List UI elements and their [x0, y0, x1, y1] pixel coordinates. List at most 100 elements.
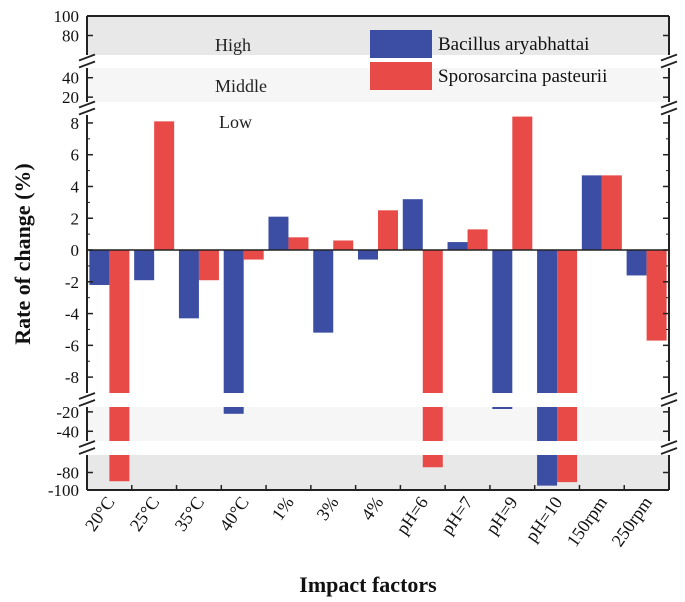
axis-break-mark [78, 392, 96, 400]
bar-sporosarcina-8 [467, 229, 488, 251]
y-tick-label: -100 [48, 481, 79, 500]
axis-break-mark [660, 447, 678, 455]
y-tick-label: -20 [56, 403, 79, 422]
axis-break-mark [78, 100, 96, 109]
y-tick-label: 6 [71, 146, 80, 165]
y-tick-label: 100 [54, 7, 80, 26]
bar-sporosarcina-7-part-main [422, 250, 443, 393]
bar-sporosarcina-7-part-0 [422, 455, 443, 468]
bar-bacillus-3-part-main [223, 250, 244, 393]
y-tick-label: -8 [65, 368, 79, 387]
legend-item-bacillus: Bacillus aryabhattai [370, 30, 589, 58]
y-tick-label: -4 [65, 305, 80, 324]
axis-break-mark [660, 100, 678, 109]
band-neg-4 [87, 455, 669, 490]
x-tick-label: 40°C [215, 493, 253, 535]
y-tick-label: 20 [62, 88, 79, 107]
axis-break-gap [77, 441, 679, 455]
axis-break-mark [660, 399, 678, 407]
y-axis-title: Rate of change (%) [10, 163, 35, 344]
axis-break-mark [78, 399, 96, 407]
legend-label: Sporosarcina pasteurii [438, 66, 607, 87]
bar-bacillus-9-part-1 [492, 407, 513, 409]
axis-break-mark [78, 107, 96, 116]
y-tick-label: 80 [62, 27, 79, 46]
band-label-middle: Middle [215, 76, 267, 96]
bar-sporosarcina-0-part-0 [109, 455, 130, 482]
bar-sporosarcina-11 [601, 175, 622, 251]
y-tick-label: 0 [71, 241, 80, 260]
bar-sporosarcina-0-part-main [109, 250, 130, 393]
bar-bacillus-12 [626, 250, 647, 276]
bar-sporosarcina-4 [288, 237, 309, 251]
y-tick-label: -2 [65, 273, 79, 292]
legend-label: Bacillus aryabhattai [438, 34, 589, 55]
bar-bacillus-8 [447, 242, 468, 251]
axis-break-mark [660, 53, 678, 62]
bar-sporosarcina-7 [422, 250, 443, 468]
bar-bacillus-9 [492, 250, 513, 409]
bar-bacillus-5 [313, 250, 334, 333]
bar-sporosarcina-10-part-0 [557, 455, 578, 483]
bar-bacillus-2 [178, 250, 199, 319]
bar-sporosarcina-9 [512, 116, 533, 251]
legend-swatch [370, 30, 432, 58]
axis-break-mark [660, 107, 678, 116]
bar-sporosarcina-6 [378, 210, 398, 251]
axis-break-gap [77, 102, 679, 115]
x-tick-label: 4% [357, 493, 387, 524]
bar-bacillus-6 [358, 250, 378, 260]
axis-break-mark [78, 440, 96, 448]
x-tick-label: 1% [268, 493, 298, 524]
bar-bacillus-1 [134, 250, 155, 281]
x-tick-label: 250rpm [607, 493, 656, 550]
bar-sporosarcina-10-part-1 [557, 407, 578, 441]
axis-layer [78, 15, 678, 491]
bar-sporosarcina-10-part-main [557, 250, 578, 393]
bar-bacillus-11 [581, 175, 602, 251]
bar-bacillus-7 [402, 199, 423, 251]
y-tick-label: 8 [71, 114, 80, 133]
x-tick-label: pH=7 [437, 493, 477, 538]
bar-sporosarcina-2 [198, 250, 219, 281]
axis-break-mark [78, 60, 96, 69]
bar-sporosarcina-3 [243, 250, 264, 260]
legend-layer: Bacillus aryabhattai Sporosarcina pasteur… [370, 30, 607, 90]
band-neg-3 [87, 407, 669, 441]
bar-bacillus-10 [537, 250, 558, 486]
bar-bacillus-3-part-1 [223, 407, 244, 414]
bar-sporosarcina-0-part-1 [109, 407, 130, 441]
bar-bacillus-4 [268, 216, 289, 251]
y-tick-label: 2 [71, 209, 80, 228]
y-tick-label: -80 [56, 464, 79, 483]
x-tick-label: pH=6 [392, 493, 432, 538]
bar-sporosarcina-1 [154, 121, 175, 251]
bar-sporosarcina-0 [109, 250, 130, 482]
x-tick-label: 20°C [81, 493, 119, 535]
axis-break-mark [660, 60, 678, 69]
legend-item-sporosarcina: Sporosarcina pasteurii [370, 62, 607, 90]
y-tick-label: -40 [56, 422, 79, 441]
x-tick-label: 150rpm [563, 493, 612, 550]
axis-break-mark [78, 53, 96, 62]
bar-bacillus-9-part-main [492, 250, 513, 393]
bar-sporosarcina-7-part-1 [422, 407, 443, 441]
bar-bacillus-10-part-1 [537, 407, 558, 441]
x-tick-label: 35°C [170, 493, 208, 535]
x-tick-label: pH=9 [482, 493, 522, 538]
bar-bacillus-10-part-main [537, 250, 558, 393]
x-tick-label: 3% [312, 493, 342, 524]
bar-bacillus-3 [223, 250, 244, 414]
axis-break-gap [77, 393, 679, 407]
legend-swatch [370, 62, 432, 90]
bar-bacillus-0 [89, 250, 110, 285]
band-label-high: High [215, 35, 251, 55]
axis-break-mark [660, 392, 678, 400]
bar-sporosarcina-5 [333, 240, 354, 251]
bars-layer [89, 116, 667, 486]
x-tick-label: 25°C [126, 493, 164, 535]
bar-sporosarcina-12 [646, 250, 667, 341]
bar-sporosarcina-10 [557, 250, 578, 483]
